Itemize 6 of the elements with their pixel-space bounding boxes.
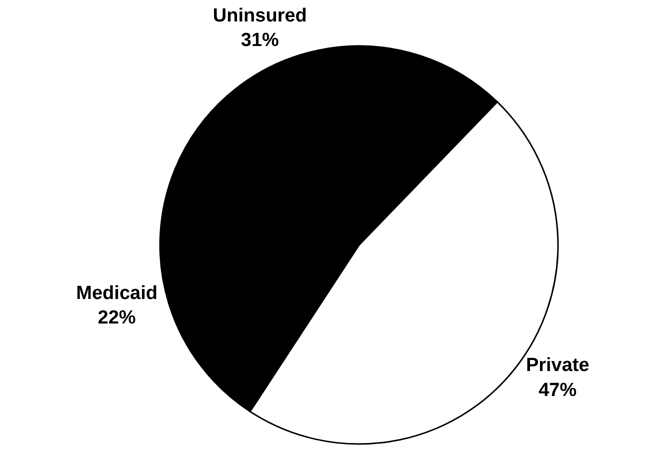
slice-label: Uninsured <box>212 5 307 26</box>
data-label: 31% <box>240 30 280 52</box>
slice-label: Medicaid <box>76 282 158 304</box>
data-label: 22% <box>98 308 136 329</box>
slice-label: Private <box>526 355 590 376</box>
data-label: 47% <box>538 380 577 401</box>
